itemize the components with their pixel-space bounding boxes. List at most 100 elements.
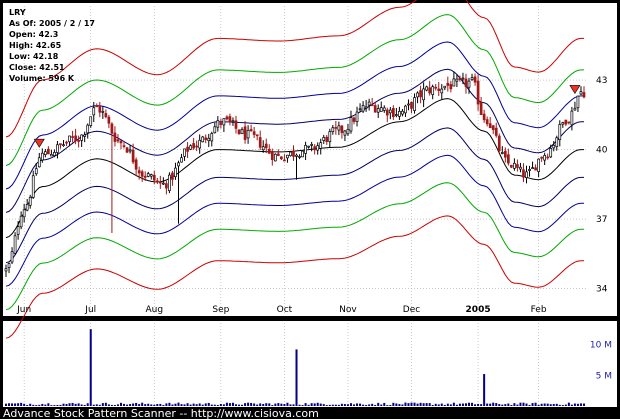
volume-bar: [8, 403, 11, 406]
candle-body: [252, 131, 256, 135]
volume-bar: [537, 404, 540, 406]
candle-body: [352, 117, 356, 122]
volume-bar: [543, 403, 546, 406]
candle-body: [168, 174, 171, 191]
envelope-band-line: [5, 215, 584, 339]
volume-bar: [331, 404, 334, 406]
volume-bar: [228, 403, 231, 406]
candle-body: [283, 159, 286, 162]
candle-body: [162, 182, 165, 185]
candle-body: [440, 88, 444, 94]
candle-body: [152, 174, 156, 181]
candle-body: [228, 116, 232, 123]
volume-bar: [356, 403, 359, 406]
envelope-band-line: [5, 0, 584, 138]
volume-bar: [504, 404, 507, 406]
volume-bar: [407, 403, 410, 406]
candle-body: [143, 175, 147, 178]
candle-body: [379, 107, 383, 112]
volume-bar: [525, 403, 528, 406]
candle-body: [537, 158, 540, 172]
volume-bar: [268, 403, 271, 406]
volume-bar: [186, 403, 189, 406]
volume-bar: [23, 403, 26, 406]
candle-body: [183, 148, 186, 157]
candle-body: [68, 135, 71, 143]
volume-bar: [68, 403, 71, 406]
volume-bar: [416, 403, 419, 406]
volume-bar: [86, 403, 89, 406]
volume-bar: [183, 404, 186, 406]
volume-bar: [422, 403, 425, 406]
volume-bar: [374, 404, 377, 406]
volume-bar: [17, 403, 20, 406]
candle-body: [513, 162, 516, 169]
volume-bar: [410, 402, 413, 406]
candle-body: [307, 145, 310, 148]
volume-bar: [286, 402, 289, 406]
volume-bar: [310, 403, 313, 406]
candle-body: [543, 155, 547, 161]
volume-bar: [222, 404, 225, 406]
y-tick-label: 34: [596, 285, 608, 295]
candle-body: [561, 122, 565, 125]
volume-bar: [549, 404, 552, 406]
candle-body: [213, 126, 217, 134]
candle-body: [310, 144, 313, 146]
candle-body: [325, 136, 329, 142]
volume-bar: [213, 404, 216, 406]
candle-body: [158, 181, 162, 184]
candle-body: [180, 157, 183, 163]
volume-bar: [241, 404, 244, 406]
volume-bar: [486, 403, 489, 406]
volume-bar: [250, 402, 253, 406]
volume-bar: [271, 405, 274, 406]
volume-bar: [53, 405, 56, 406]
volume-bar: [29, 403, 32, 406]
candle-body: [443, 85, 447, 89]
candle-body: [525, 171, 528, 179]
candle-body: [25, 204, 29, 211]
volume-bar: [501, 404, 504, 406]
candle-body: [59, 143, 62, 146]
volume-bar: [95, 404, 98, 406]
candle-body: [503, 150, 507, 158]
volume-bar: [531, 403, 534, 406]
volume-bar: [540, 403, 543, 406]
volume-bar: [20, 402, 23, 406]
candle-body: [473, 76, 477, 83]
candle-body: [485, 119, 489, 125]
candle-body: [89, 116, 93, 126]
candle-body: [506, 154, 510, 164]
candle-body: [155, 180, 159, 183]
volume-bar: [386, 405, 389, 406]
volume-bar: [319, 403, 322, 406]
volume-bar: [168, 402, 171, 406]
volume-bar: [443, 404, 446, 406]
volume-bar: [253, 403, 256, 406]
volume-bar: [92, 404, 95, 406]
volume-bar: [59, 404, 62, 406]
candle-body: [343, 130, 347, 136]
volume-bar: [150, 404, 153, 406]
volume-bar: [534, 402, 537, 406]
volume-tick-label: 5 M: [596, 371, 612, 381]
candle-body: [358, 108, 362, 111]
candle-body: [92, 107, 96, 116]
volume-bar: [180, 404, 183, 406]
candle-body: [249, 129, 253, 132]
volume-bar: [449, 404, 452, 406]
volume-bar: [295, 349, 298, 406]
candle-body: [476, 80, 480, 105]
candle-body: [186, 146, 189, 152]
candle-body: [255, 134, 259, 137]
candle-body: [201, 136, 205, 143]
candle-body: [298, 156, 301, 158]
candle-body: [83, 134, 87, 137]
volume-bar: [304, 403, 307, 406]
center-moving-average-line: [5, 98, 584, 239]
high-value: High: 42.65: [9, 41, 62, 50]
volume-bar: [507, 403, 510, 406]
volume-bar: [492, 402, 495, 406]
volume-bar: [425, 403, 428, 406]
